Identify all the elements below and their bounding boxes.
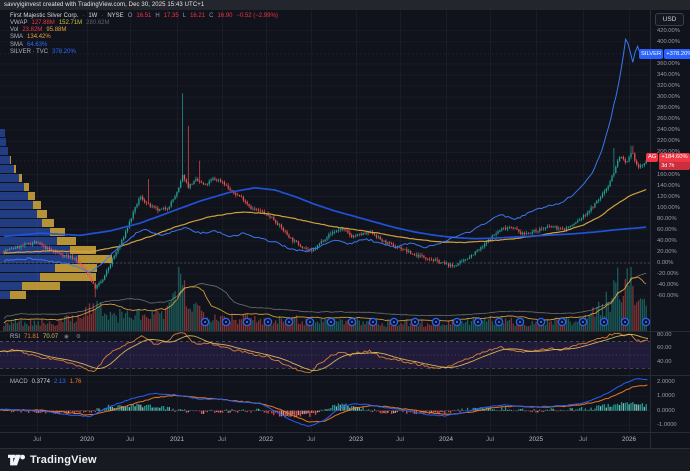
- price-axis[interactable]: USD 420.00% 400.00% 360.00% 340.00% 320.00% 3…: [650, 10, 690, 448]
- time-axis-label: Jul: [306, 436, 316, 443]
- time-axis-label: Jul: [578, 436, 588, 443]
- sma-row-2[interactable]: SMA 64.63%: [10, 41, 48, 48]
- macd-signal-line: [0, 384, 648, 423]
- candlestick-series: [3, 93, 647, 298]
- price-axis-tick: 0.00%: [657, 260, 674, 266]
- price-axis-tick: 40.00%: [657, 237, 677, 244]
- rsi-pane: [0, 332, 650, 374]
- price-axis-tick: 220.00%: [657, 138, 680, 145]
- price-axis-tick: 240.00%: [657, 127, 680, 134]
- price-axis-tick: 120.00%: [657, 193, 680, 200]
- price-axis-tick: 400.00%: [657, 38, 680, 45]
- price-axis-tick: -40.00%: [657, 282, 679, 289]
- time-axis-label: 2023: [348, 436, 363, 443]
- tradingview-logo-icon[interactable]: [8, 454, 25, 466]
- ag-symbol-chip: AG: [646, 153, 659, 162]
- ag-change-value: +184.60%: [659, 153, 690, 162]
- silver-symbol-chip: SILVER: [639, 49, 664, 59]
- earnings-marker-icons: [200, 317, 650, 327]
- footer-bar: TradingView: [0, 448, 690, 471]
- time-axis-label: 2021: [169, 436, 184, 443]
- settings-icon[interactable]: ⚙: [75, 334, 82, 340]
- ag-price-badge[interactable]: AG +184.60% 3d 7h: [646, 153, 690, 170]
- price-axis-tick: 140.00%: [657, 182, 680, 189]
- time-axis-label: 2026: [621, 436, 636, 443]
- volume-histogram: [3, 267, 647, 331]
- silver-comparison-line: [3, 37, 648, 273]
- eye-icon[interactable]: ◉: [64, 334, 70, 340]
- time-axis-label: Jul: [217, 436, 227, 443]
- price-axis-tick: 160.00%: [657, 171, 680, 178]
- sma-orange-line: [3, 188, 647, 254]
- time-axis-label: Jul: [32, 436, 42, 443]
- price-axis-tick: 300.00%: [657, 94, 680, 101]
- sma-row-1[interactable]: SMA 134.42%: [10, 34, 51, 41]
- price-axis-tick: 360.00%: [657, 60, 680, 67]
- sma-blue-line: [3, 187, 647, 240]
- time-axis-label: 2025: [528, 436, 543, 443]
- macd-axis-tick: 2.0000: [657, 378, 675, 385]
- time-axis-label: Jul: [485, 436, 495, 443]
- time-axis-label: Jul: [395, 436, 405, 443]
- ag-bar-countdown: 3d 7h: [659, 162, 690, 170]
- rsi-axis-tick: 80.00: [657, 332, 672, 338]
- silver-price-badge[interactable]: SILVER +378.20%: [639, 49, 690, 59]
- macd-axis-tick: 1.0000: [657, 393, 675, 400]
- macd-axis-tick: 0.0000: [657, 407, 675, 414]
- price-axis-tick: 100.00%: [657, 204, 680, 211]
- macd-axis-tick: -1.0000: [657, 422, 677, 429]
- main-legend: First Majestic Silver Corp. · 1W · NYSE O 16.5…: [10, 13, 278, 57]
- price-axis-tick: 320.00%: [657, 83, 680, 89]
- currency-toggle-button[interactable]: USD: [655, 13, 684, 26]
- macd-legend[interactable]: MACD 0.3774 2.13 1.76: [10, 379, 82, 385]
- price-axis-tick: -20.00%: [657, 271, 679, 278]
- time-axis-label: 2024: [438, 436, 453, 443]
- price-axis-tick: 60.00%: [657, 226, 677, 233]
- symbol-row[interactable]: First Majestic Silver Corp. · 1W · NYSE O 16.5…: [10, 12, 278, 19]
- grid-layer: [37, 10, 630, 432]
- tradingview-wordmark[interactable]: TradingView: [30, 454, 97, 466]
- time-axis[interactable]: Jul 2020 Jul 2021 Jul 2022 Jul 2023 Jul 2024 Jul 20…: [0, 432, 650, 448]
- time-axis-label: 2022: [258, 436, 273, 443]
- rsi-legend[interactable]: RSI 71.81 70.07 ◉ ⚙: [10, 334, 82, 340]
- time-axis-label: Jul: [125, 436, 135, 443]
- price-axis-tick: 340.00%: [657, 72, 680, 78]
- time-axis-label: 2020: [79, 436, 94, 443]
- price-axis-tick: 20.00%: [657, 248, 677, 255]
- attribution-bar: savvyiginvest created with TradingView.c…: [0, 0, 690, 10]
- attribution-text: savvyiginvest created with TradingView.c…: [4, 2, 205, 8]
- price-axis-tick: 280.00%: [657, 105, 680, 112]
- vwap-row[interactable]: VWAP 127.88M 152.71M 280.62M: [10, 19, 110, 26]
- volume-row[interactable]: Vol 23.82M 95.88M: [10, 27, 67, 34]
- price-pane: [0, 37, 650, 331]
- rsi-axis-tick: 60.00: [657, 345, 672, 352]
- price-axis-tick: 420.00%: [657, 27, 680, 34]
- silver-row[interactable]: SILVER · TVC 378.20%: [10, 48, 76, 55]
- price-axis-tick: -60.00%: [657, 293, 679, 300]
- silver-change-value: +378.20%: [664, 49, 690, 59]
- macd-main-line: [0, 378, 648, 427]
- price-axis-tick: 260.00%: [657, 116, 680, 123]
- macd-pane: [0, 378, 650, 427]
- rsi-axis-tick: 40.00: [657, 358, 672, 365]
- price-axis-tick: 200.00%: [657, 149, 680, 155]
- volume-profile: [0, 129, 112, 299]
- macd-histogram: [3, 402, 647, 418]
- pane-separators: [0, 10, 690, 448]
- price-axis-tick: 80.00%: [657, 215, 677, 222]
